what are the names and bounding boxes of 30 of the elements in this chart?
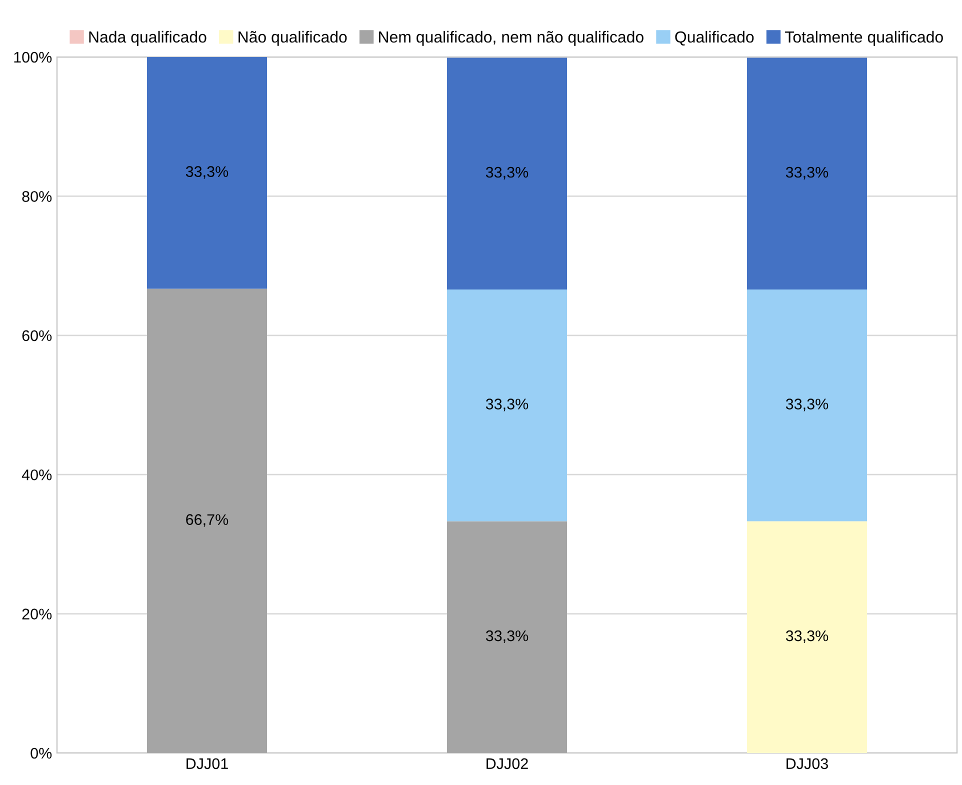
legend-label: Nem qualificado, nem não qualificado bbox=[379, 30, 644, 46]
bar bbox=[747, 58, 867, 290]
y-tick-label: 40% bbox=[22, 469, 52, 480]
data-label: 33,3% bbox=[486, 630, 528, 644]
y-tick-label: 100% bbox=[14, 52, 52, 63]
bar bbox=[747, 289, 867, 522]
data-label: 33,3% bbox=[486, 166, 528, 180]
bar bbox=[447, 58, 567, 290]
data-label: 33,3% bbox=[186, 166, 228, 179]
y-tick-label: 0% bbox=[30, 748, 52, 759]
legend-label: Qualificado bbox=[675, 30, 754, 46]
y-tick-label: 60% bbox=[22, 330, 52, 342]
bar bbox=[147, 288, 267, 753]
bar bbox=[447, 289, 567, 522]
data-label: 33,3% bbox=[486, 398, 528, 412]
y-tick-label: 80% bbox=[22, 191, 52, 202]
x-tick-label: DJJ03 bbox=[786, 758, 828, 770]
y-tick-label: 20% bbox=[22, 608, 52, 620]
data-label: 33,3% bbox=[786, 630, 828, 644]
data-label: 33,3% bbox=[786, 166, 828, 180]
legend-label: Não qualificado bbox=[238, 30, 347, 46]
bar bbox=[747, 521, 867, 753]
legend-label: Nada qualificado bbox=[89, 30, 206, 46]
bar bbox=[147, 57, 267, 289]
bar bbox=[447, 521, 567, 753]
x-tick-label: DJJ01 bbox=[186, 758, 228, 770]
x-tick-label: DJJ02 bbox=[486, 758, 528, 770]
legend-label: Totalmente qualificado bbox=[785, 30, 943, 46]
data-label: 66,7% bbox=[186, 514, 228, 527]
data-label: 33,3% bbox=[786, 398, 828, 412]
